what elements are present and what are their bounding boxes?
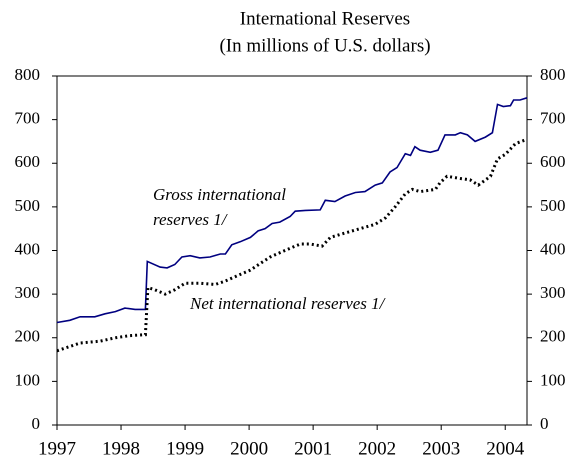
plot-frame xyxy=(56,75,528,426)
y-tick-label: 600 xyxy=(15,152,41,171)
y2-tick-label: 600 xyxy=(540,152,566,171)
y-tick-label: 800 xyxy=(15,65,41,84)
y-tick-label: 0 xyxy=(32,414,41,433)
x-tick-label: 2000 xyxy=(230,438,268,459)
x-tick-label: 1997 xyxy=(38,438,76,459)
x-tick-label: 2001 xyxy=(294,438,332,459)
y2-tick-label: 300 xyxy=(540,283,566,302)
y2-tick-label: 700 xyxy=(540,109,566,128)
y-tick-label: 200 xyxy=(15,327,41,346)
x-tick-label: 2002 xyxy=(358,438,396,459)
x-tick-label: 1998 xyxy=(102,438,140,459)
x-tick-label: 2004 xyxy=(486,438,525,459)
y-tick-label: 500 xyxy=(15,196,41,215)
annotation: reserves 1/ xyxy=(153,210,229,229)
y2-tick-label: 0 xyxy=(540,414,549,433)
y2-tick-label: 500 xyxy=(540,196,566,215)
y2-tick-label: 400 xyxy=(540,239,566,258)
annotation: Net international reserves 1/ xyxy=(189,294,387,313)
series-line xyxy=(56,97,528,324)
series-line xyxy=(56,137,528,353)
chart-subtitle: (In millions of U.S. dollars) xyxy=(219,35,430,56)
y-tick-label: 700 xyxy=(15,109,41,128)
y2-tick-label: 100 xyxy=(540,370,566,389)
chart-title: International Reserves xyxy=(240,8,410,29)
y-tick-label: 400 xyxy=(15,239,41,258)
annotation: Gross international xyxy=(153,185,286,204)
y2-tick-label: 800 xyxy=(540,65,566,84)
y2-tick-label: 200 xyxy=(540,327,566,346)
x-tick-label: 1999 xyxy=(166,438,204,459)
y-tick-label: 300 xyxy=(15,283,41,302)
x-tick-label: 2003 xyxy=(422,438,460,459)
y-tick-label: 100 xyxy=(15,370,41,389)
